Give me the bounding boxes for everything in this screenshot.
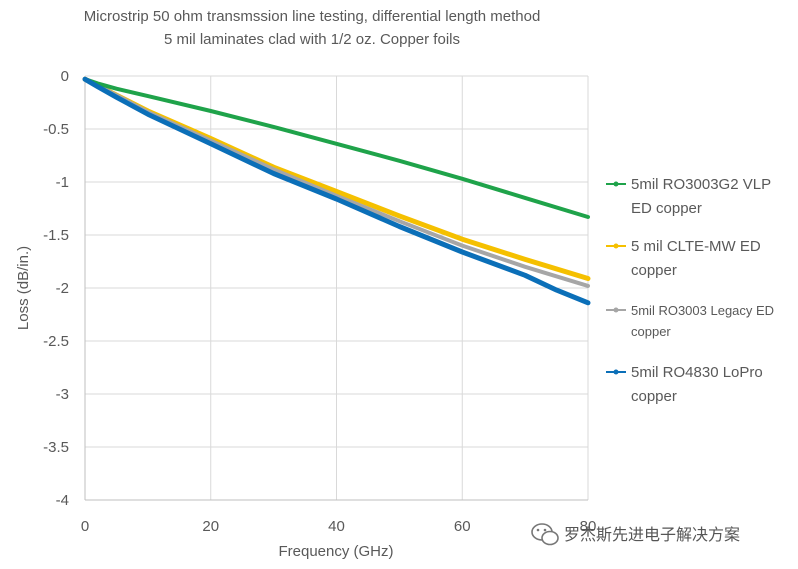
y-tick-label: -0.5 bbox=[43, 121, 69, 138]
x-axis-label: Frequency (GHz) bbox=[278, 543, 393, 560]
y-tick-label: -3 bbox=[56, 386, 69, 403]
series-line bbox=[82, 76, 591, 306]
legend-entry: 5mil RO3003 Legacy ED copper bbox=[606, 303, 774, 339]
legend-label: 5mil RO3003 Legacy ED bbox=[631, 303, 774, 318]
legend-label: copper bbox=[631, 388, 677, 405]
x-tick-label: 60 bbox=[454, 518, 471, 535]
watermark-text: 罗杰斯先进电子解决方案 bbox=[564, 526, 740, 544]
legend-swatch-marker bbox=[613, 369, 619, 375]
y-tick-label: -4 bbox=[56, 492, 69, 509]
x-tick-label: 0 bbox=[81, 518, 89, 535]
legend-label: 5 mil CLTE-MW ED bbox=[631, 238, 761, 255]
legend-entry: 5 mil CLTE-MW ED copper bbox=[606, 238, 761, 279]
legend-label: 5mil RO4830 LoPro bbox=[631, 364, 763, 381]
y-tick-label: -1 bbox=[56, 174, 69, 191]
y-tick-labels: 0 -0.5 -1 -1.5 -2 -2.5 -3 -3.5 -4 bbox=[43, 68, 69, 509]
wechat-icon bbox=[531, 523, 559, 546]
x-tick-label: 20 bbox=[202, 518, 219, 535]
legend-swatch-marker bbox=[613, 181, 619, 187]
legend-label: copper bbox=[631, 262, 677, 279]
chart-title-line: Microstrip 50 ohm transmssion line testi… bbox=[84, 8, 541, 25]
grid-lines bbox=[85, 75, 589, 501]
legend: 5mil RO3003G2 VLP ED copper 5 mil CLTE-MW … bbox=[606, 176, 774, 405]
chart-subtitle-line: 5 mil laminates clad with 1/2 oz. Copper… bbox=[164, 31, 460, 48]
series-lines bbox=[82, 76, 591, 306]
watermark: 罗杰斯先进电子解决方案 bbox=[531, 523, 740, 546]
legend-swatch-marker bbox=[613, 243, 619, 249]
axes bbox=[84, 76, 588, 501]
legend-entry: 5mil RO3003G2 VLP ED copper bbox=[606, 176, 771, 217]
series-line bbox=[83, 77, 590, 219]
y-tick-label: -3.5 bbox=[43, 439, 69, 456]
legend-label: ED copper bbox=[631, 200, 702, 217]
y-tick-label: -2.5 bbox=[43, 333, 69, 350]
legend-entry: 5mil RO4830 LoPro copper bbox=[606, 364, 763, 405]
x-tick-label: 40 bbox=[328, 518, 345, 535]
y-tick-label: 0 bbox=[61, 68, 69, 85]
x-tick-label: 80 bbox=[580, 518, 597, 535]
y-axis-label: Loss (dB/in.) bbox=[15, 246, 32, 330]
chart-title: Microstrip 50 ohm transmssion line testi… bbox=[84, 8, 541, 48]
y-tick-label: -2 bbox=[56, 280, 69, 297]
legend-label: 5mil RO3003G2 VLP bbox=[631, 176, 771, 193]
x-tick-labels: 0 20 40 60 80 bbox=[81, 518, 597, 535]
y-tick-label: -1.5 bbox=[43, 227, 69, 244]
legend-swatch-marker bbox=[613, 307, 619, 313]
legend-label: copper bbox=[631, 324, 671, 339]
